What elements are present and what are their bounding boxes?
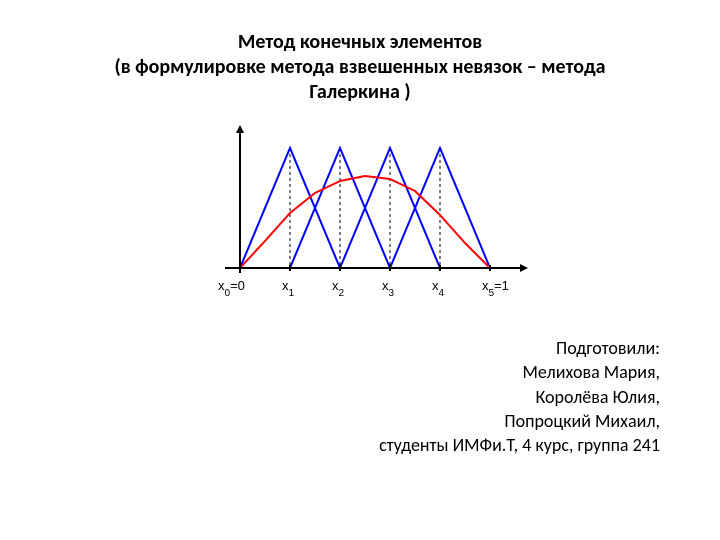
slide: Метод конечных элементов (в формулировке…: [0, 0, 720, 540]
svg-text:x5=1: x5=1: [482, 278, 509, 299]
credits: Подготовили: Мелихова Мария, Королёва Юл…: [60, 336, 660, 457]
title-line-2: (в формулировке метода взвешенных невязо…: [60, 55, 660, 80]
svg-text:x3: x3: [382, 278, 395, 299]
credits-line-3: Королёва Юлия,: [60, 385, 660, 409]
slide-title: Метод конечных элементов (в формулировке…: [60, 30, 660, 105]
credits-line-1: Подготовили:: [60, 336, 660, 360]
chart-container: x0=0 x1 x2 x3 x4 x5=1: [60, 123, 660, 308]
credits-line-2: Мелихова Мария,: [60, 360, 660, 384]
credits-line-5: студенты ИМФи.Т, 4 курс, группа 241: [60, 433, 660, 457]
title-line-1: Метод конечных элементов: [60, 30, 660, 55]
title-line-3: Галеркина ): [60, 80, 660, 105]
svg-text:x2: x2: [332, 278, 345, 299]
credits-line-4: Попроцкий Михаил,: [60, 409, 660, 433]
fem-basis-chart: x0=0 x1 x2 x3 x4 x5=1: [180, 123, 540, 303]
svg-text:x1: x1: [282, 278, 295, 299]
svg-text:x4: x4: [432, 278, 445, 299]
svg-text:x0=0: x0=0: [218, 278, 245, 299]
